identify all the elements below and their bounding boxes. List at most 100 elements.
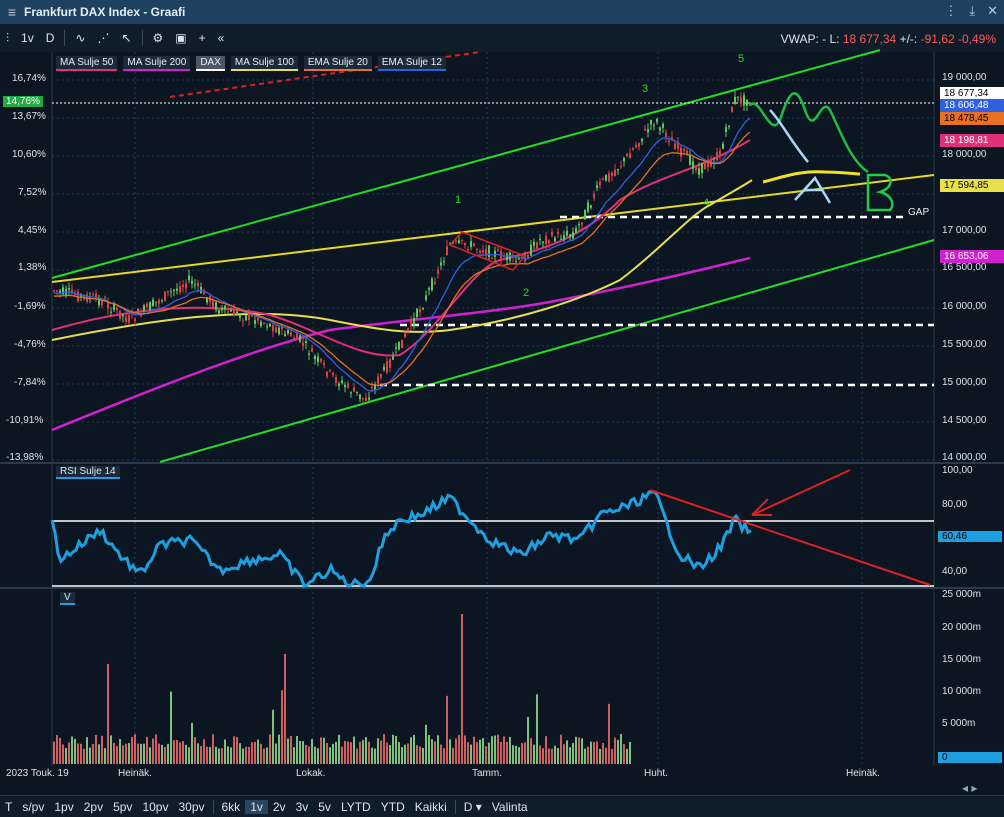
candle <box>413 312 415 330</box>
candle <box>725 123 727 137</box>
volume-bar <box>293 747 295 764</box>
range-6kk[interactable]: 6kk <box>221 799 241 814</box>
volume-bar <box>203 739 205 764</box>
period-selector[interactable]: 1v <box>21 31 34 45</box>
unpin-icon[interactable]: ⤓ <box>969 3 976 18</box>
volume-bar <box>347 741 349 764</box>
range-2v[interactable]: 2v <box>272 799 286 814</box>
candle <box>182 279 184 293</box>
volume-bar <box>62 744 64 764</box>
chart-toolbar: ⫶ 1v D ∿ ⋰ ↖ ⚙ ▣ + « <box>0 24 1004 52</box>
candle <box>146 302 148 309</box>
range-3v[interactable]: 3v <box>295 799 309 814</box>
volume-bar <box>602 743 604 764</box>
hamburger-icon[interactable]: ≡ <box>7 4 17 20</box>
range-1pv[interactable]: 1pv <box>54 799 74 814</box>
legend-ma200[interactable]: MA Sulje 200 <box>123 56 191 71</box>
indicator-icon[interactable]: ⋰ <box>97 31 110 45</box>
volume-bar <box>299 741 301 764</box>
volume-bar <box>215 746 217 764</box>
rsi-legend[interactable]: RSI Sulje 14 <box>56 466 120 479</box>
volume-bar <box>260 743 262 764</box>
candle <box>362 397 364 404</box>
range-5v[interactable]: 5v <box>318 799 331 814</box>
close-icon[interactable]: ✕ <box>987 3 998 18</box>
volume-bar <box>98 744 100 764</box>
range-kaikki[interactable]: Kaikki <box>414 799 447 814</box>
volume-bar <box>266 747 268 764</box>
candle <box>311 344 313 353</box>
crosshair-icon[interactable]: + <box>198 31 206 45</box>
vwap-value: - <box>822 32 827 46</box>
line-tool-icon[interactable]: ∿ <box>75 31 86 45</box>
settings-icon[interactable]: ⚙ <box>152 31 164 45</box>
volume-bar <box>197 743 199 764</box>
range-lytd[interactable]: LYTD <box>340 799 371 814</box>
volume-bar <box>542 748 544 764</box>
candle-icon[interactable]: ⫶ <box>6 30 10 45</box>
candle <box>137 308 139 311</box>
volume-bar <box>257 739 259 764</box>
candle <box>269 323 271 328</box>
right-axis-tick: 16 000,00 <box>942 301 987 312</box>
range-spv[interactable]: s/pv <box>22 799 45 814</box>
volume-bar <box>134 734 136 764</box>
interval-selector[interactable]: D <box>45 31 55 45</box>
volume-bar <box>572 743 574 764</box>
right-axis-tick: 15 000,00 <box>942 377 987 388</box>
interval-dropdown[interactable]: D ▾ <box>459 800 487 814</box>
legend-ema12[interactable]: EMA Sulje 12 <box>377 56 446 71</box>
candle <box>584 209 586 220</box>
candle <box>161 298 163 304</box>
range-ytd[interactable]: YTD <box>380 799 405 814</box>
range-5pv[interactable]: 5pv <box>113 799 133 814</box>
left-axis-tick: 7,52% <box>18 187 47 198</box>
candle <box>608 170 610 183</box>
range-10pv[interactable]: 10pv <box>142 799 169 814</box>
candle <box>332 371 334 378</box>
candle <box>149 301 151 311</box>
right-axis-tick: 17 000,00 <box>942 225 987 236</box>
range-30pv[interactable]: 30pv <box>178 799 205 814</box>
candle <box>746 99 748 111</box>
volume-bar <box>629 742 631 764</box>
price-tag-last: 18 677,34 <box>940 87 1004 100</box>
legend-ma50[interactable]: MA Sulje 50 <box>56 56 118 71</box>
volume-bar <box>305 744 307 764</box>
candle <box>590 204 592 210</box>
volume-legend[interactable]: V <box>60 592 75 605</box>
volume-bar <box>380 740 382 764</box>
legend-ma100[interactable]: MA Sulje 100 <box>230 56 298 71</box>
candle <box>230 307 232 312</box>
candle <box>356 391 358 396</box>
candle <box>53 289 55 293</box>
layout-icon[interactable]: ▣ <box>175 31 187 45</box>
cursor-icon[interactable]: ↖ <box>121 31 132 45</box>
volume-bar <box>479 739 481 764</box>
more-options-icon[interactable]: ⋮ <box>944 3 958 18</box>
range-valinta[interactable]: Valinta <box>491 799 528 814</box>
candle <box>341 375 343 385</box>
collapse-icon[interactable]: « <box>217 31 225 45</box>
candle <box>575 225 577 234</box>
quote-readout: VWAP: - L: 18 677,34 +/-: -91,62 -0,49% <box>781 32 996 46</box>
window-titlebar: ≡ Frankfurt DAX Index - Graafi ⋮ ⤓ ✕ <box>0 0 1004 24</box>
legend-dax[interactable]: DAX <box>196 56 225 71</box>
volume-bar <box>65 748 67 764</box>
candle <box>110 307 112 317</box>
legend-ema20[interactable]: EMA Sulje 20 <box>303 56 372 71</box>
scroll-arrows-icon[interactable]: ◂ ▸ <box>962 781 978 795</box>
volume-bar <box>407 743 409 764</box>
candle <box>560 234 562 240</box>
volume-bar <box>473 736 475 764</box>
candle <box>308 350 310 361</box>
volume-bar <box>317 748 319 764</box>
candle <box>179 280 181 295</box>
volume-bar <box>536 694 538 764</box>
range-2pv[interactable]: 2pv <box>83 799 104 814</box>
volume-bar <box>440 744 442 764</box>
range-1v[interactable]: 1v <box>245 799 268 814</box>
candle <box>242 318 244 327</box>
range-t[interactable]: T <box>5 799 13 814</box>
